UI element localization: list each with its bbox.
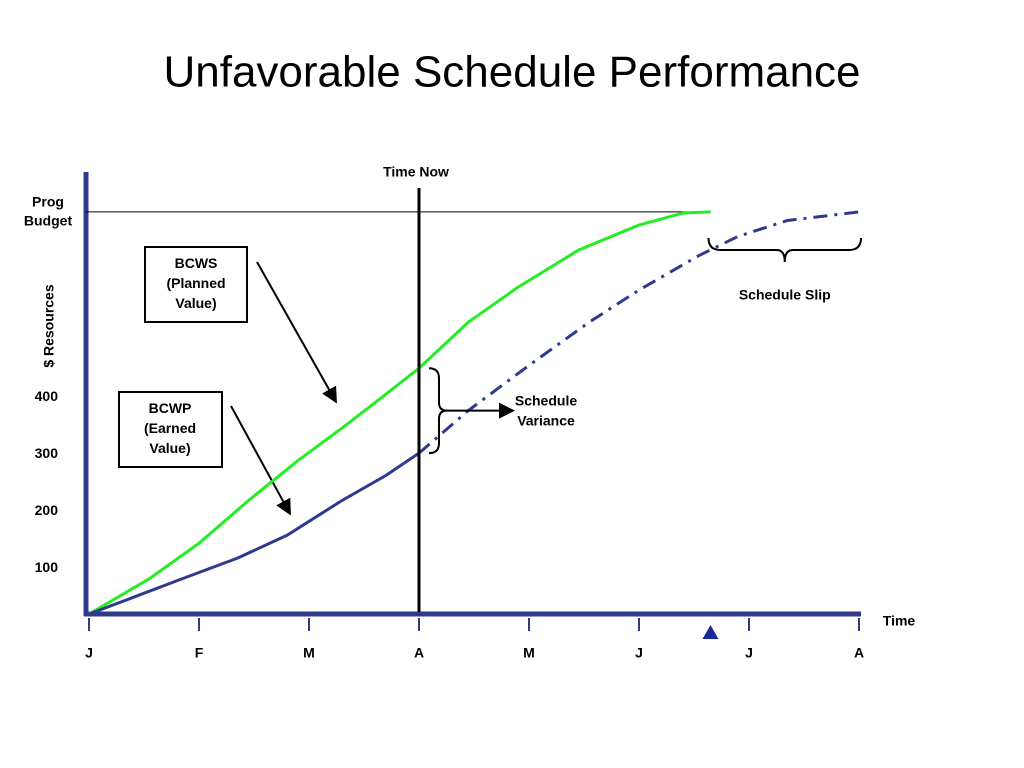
slip-label: Schedule Slip (739, 287, 831, 303)
forecast-line (418, 210, 860, 455)
budget-label: Prog Budget (24, 193, 73, 228)
x-tick-label: M (303, 645, 315, 661)
legend-label: BCWS (Planned Value) (166, 255, 225, 311)
slip-brace (707, 237, 862, 263)
series-line (88, 451, 420, 616)
x-tick-label: F (195, 645, 204, 661)
x-tick-label: J (85, 645, 93, 661)
x-tick-label: J (635, 645, 643, 661)
completion-marker (702, 625, 719, 639)
x-tick-label: J (745, 645, 753, 661)
x-tick-label: A (414, 645, 424, 661)
y-tick-label: 400 (35, 388, 59, 404)
legend-arrow (256, 261, 337, 404)
legend-label: BCWP (Earned Value) (144, 400, 196, 456)
y-tick-label: 300 (35, 445, 59, 461)
variance-brace (428, 367, 448, 455)
legend-arrow (230, 405, 291, 516)
legend-box (118, 391, 223, 468)
y-axis-label: $ Resources (41, 284, 57, 367)
y-tick-label: 200 (35, 502, 59, 518)
x-axis-label: Time (883, 613, 916, 629)
time-now-label: Time Now (383, 164, 449, 180)
y-tick-label: 100 (35, 559, 59, 575)
x-tick-label: M (523, 645, 535, 661)
variance-label: Schedule Variance (515, 392, 577, 428)
x-tick-label: A (854, 645, 864, 661)
series-line (88, 210, 711, 616)
chart-title: Unfavorable Schedule Performance (163, 48, 860, 97)
legend-box (144, 246, 248, 323)
